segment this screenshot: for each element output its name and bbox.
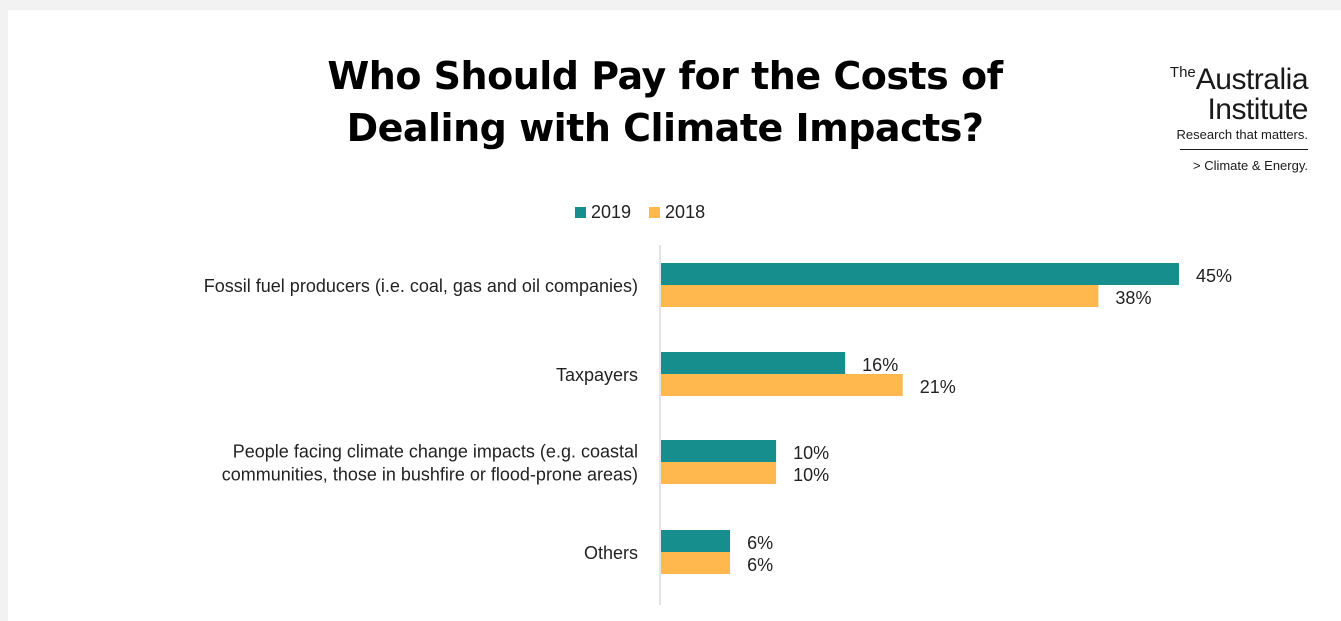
- bar-2019-0: [661, 263, 1179, 285]
- logo-program: > Climate & Energy.: [1192, 158, 1308, 173]
- chart-title: Who Should Pay for the Costs of Dealing …: [270, 50, 1060, 154]
- logo-name-2: Institute: [1207, 93, 1308, 126]
- legend-swatch-2018: [649, 207, 661, 218]
- title-line-2: Dealing with Climate Impacts?: [346, 106, 984, 150]
- data-label-2019-0: 45%: [1196, 266, 1232, 286]
- logo-name-1: Australia: [1195, 63, 1309, 96]
- data-label-2018-2: 10%: [793, 465, 829, 485]
- data-label-2018-1: 21%: [920, 377, 956, 397]
- legend-item-2018: 2018: [649, 202, 705, 223]
- legend-swatch-2019: [575, 207, 586, 218]
- data-label-2019-1: 16%: [862, 355, 898, 375]
- logo-divider: [1180, 149, 1308, 150]
- bar-2018-3: [661, 552, 731, 574]
- bar-2019-2: [661, 440, 777, 462]
- bar-2018-2: [661, 462, 777, 484]
- category-label: People facing climate change impacts (e.…: [233, 442, 638, 462]
- category-label: Fossil fuel producers (i.e. coal, gas an…: [204, 276, 638, 296]
- category-label: communities, those in bushfire or flood-…: [222, 465, 638, 485]
- bar-2019-1: [661, 352, 846, 374]
- chart-legend: 2019 2018: [575, 202, 723, 223]
- category-label: Taxpayers: [556, 365, 638, 385]
- legend-label-2018: 2018: [665, 202, 706, 222]
- data-label-2018-3: 6%: [747, 555, 773, 575]
- bar-2018-0: [661, 285, 1099, 307]
- bar-2019-3: [661, 530, 731, 552]
- chart-card: [8, 10, 1341, 621]
- legend-item-2019: 2019: [575, 202, 631, 223]
- logo-tagline: Research that matters.: [1176, 127, 1309, 142]
- title-line-1: Who Should Pay for the Costs of: [327, 54, 1003, 98]
- data-label-2019-2: 10%: [793, 443, 829, 463]
- legend-label-2019: 2019: [591, 202, 632, 222]
- bar-2018-1: [661, 374, 903, 396]
- australia-institute-logo: TheAustralia Institute Research that mat…: [1120, 58, 1309, 174]
- data-label-2019-3: 6%: [747, 533, 773, 553]
- logo-the: The: [1169, 64, 1196, 81]
- logo-line-1: TheAustralia: [1120, 58, 1309, 96]
- category-label: Others: [584, 543, 638, 563]
- data-label-2018-0: 38%: [1115, 288, 1151, 308]
